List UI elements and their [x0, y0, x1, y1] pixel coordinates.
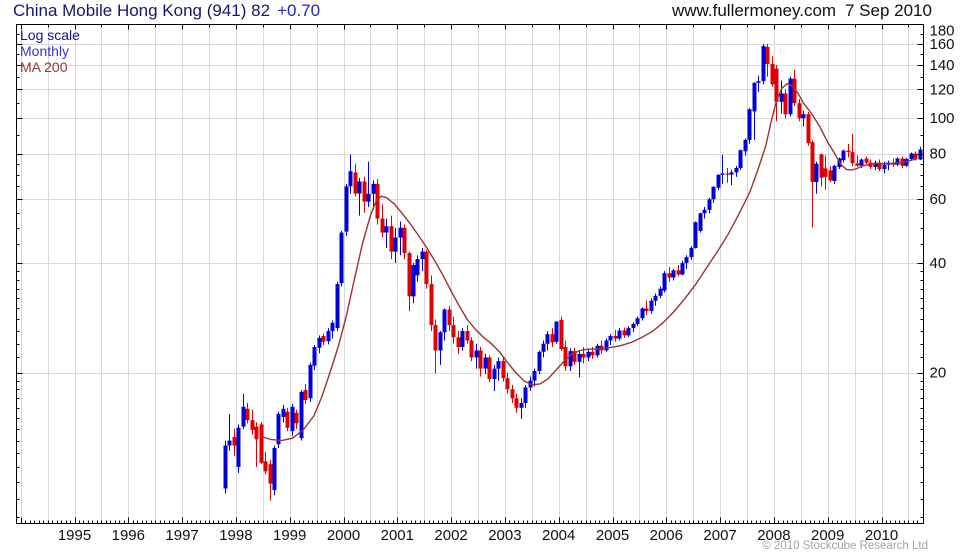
- svg-text:2009: 2009: [811, 527, 844, 544]
- svg-text:140: 140: [930, 57, 955, 74]
- instrument-title: China Mobile Hong Kong (941) 82: [13, 1, 271, 20]
- svg-text:2003: 2003: [488, 527, 521, 544]
- svg-text:2005: 2005: [596, 527, 629, 544]
- legend-ma200: MA 200: [20, 59, 68, 75]
- grid-lines: [16, 24, 924, 524]
- website-label: www.fullermoney.com: [672, 1, 837, 20]
- chart-legend: Log scale Monthly MA 200: [20, 27, 80, 75]
- chart-date: 7 Sep 2010: [845, 1, 932, 20]
- svg-text:160: 160: [930, 36, 955, 53]
- legend-log-scale: Log scale: [20, 27, 80, 43]
- svg-text:20: 20: [930, 365, 947, 382]
- svg-text:2004: 2004: [542, 527, 575, 544]
- svg-text:2002: 2002: [434, 527, 467, 544]
- price-change: +0.70: [277, 1, 321, 20]
- copyright-notice: © 2010 Stockcube Research Ltd: [762, 540, 928, 552]
- axis-border-and-ticks: [16, 24, 924, 524]
- svg-text:120: 120: [930, 81, 955, 98]
- svg-text:80: 80: [930, 146, 947, 163]
- svg-text:1995: 1995: [58, 527, 91, 544]
- svg-text:2007: 2007: [703, 527, 736, 544]
- svg-text:1996: 1996: [112, 527, 145, 544]
- svg-text:1998: 1998: [219, 527, 252, 544]
- svg-text:2006: 2006: [650, 527, 683, 544]
- chart-header-title: China Mobile Hong Kong (941) 82 +0.70: [13, 1, 320, 21]
- candles-series: [223, 43, 923, 501]
- legend-monthly: Monthly: [20, 43, 70, 59]
- x-axis-labels: 1995 1996 1997 1998 1999 2000 2001 2002 2003 2004…: [58, 527, 898, 544]
- svg-text:2001: 2001: [381, 527, 414, 544]
- svg-text:1997: 1997: [165, 527, 198, 544]
- svg-text:100: 100: [930, 110, 955, 127]
- ma-200-line: [262, 82, 918, 442]
- svg-text:2010: 2010: [865, 527, 898, 544]
- svg-text:1999: 1999: [273, 527, 306, 544]
- svg-text:60: 60: [930, 191, 947, 208]
- svg-text:180: 180: [930, 23, 955, 40]
- svg-text:2008: 2008: [757, 527, 790, 544]
- svg-text:2000: 2000: [327, 527, 360, 544]
- svg-text:40: 40: [930, 255, 947, 272]
